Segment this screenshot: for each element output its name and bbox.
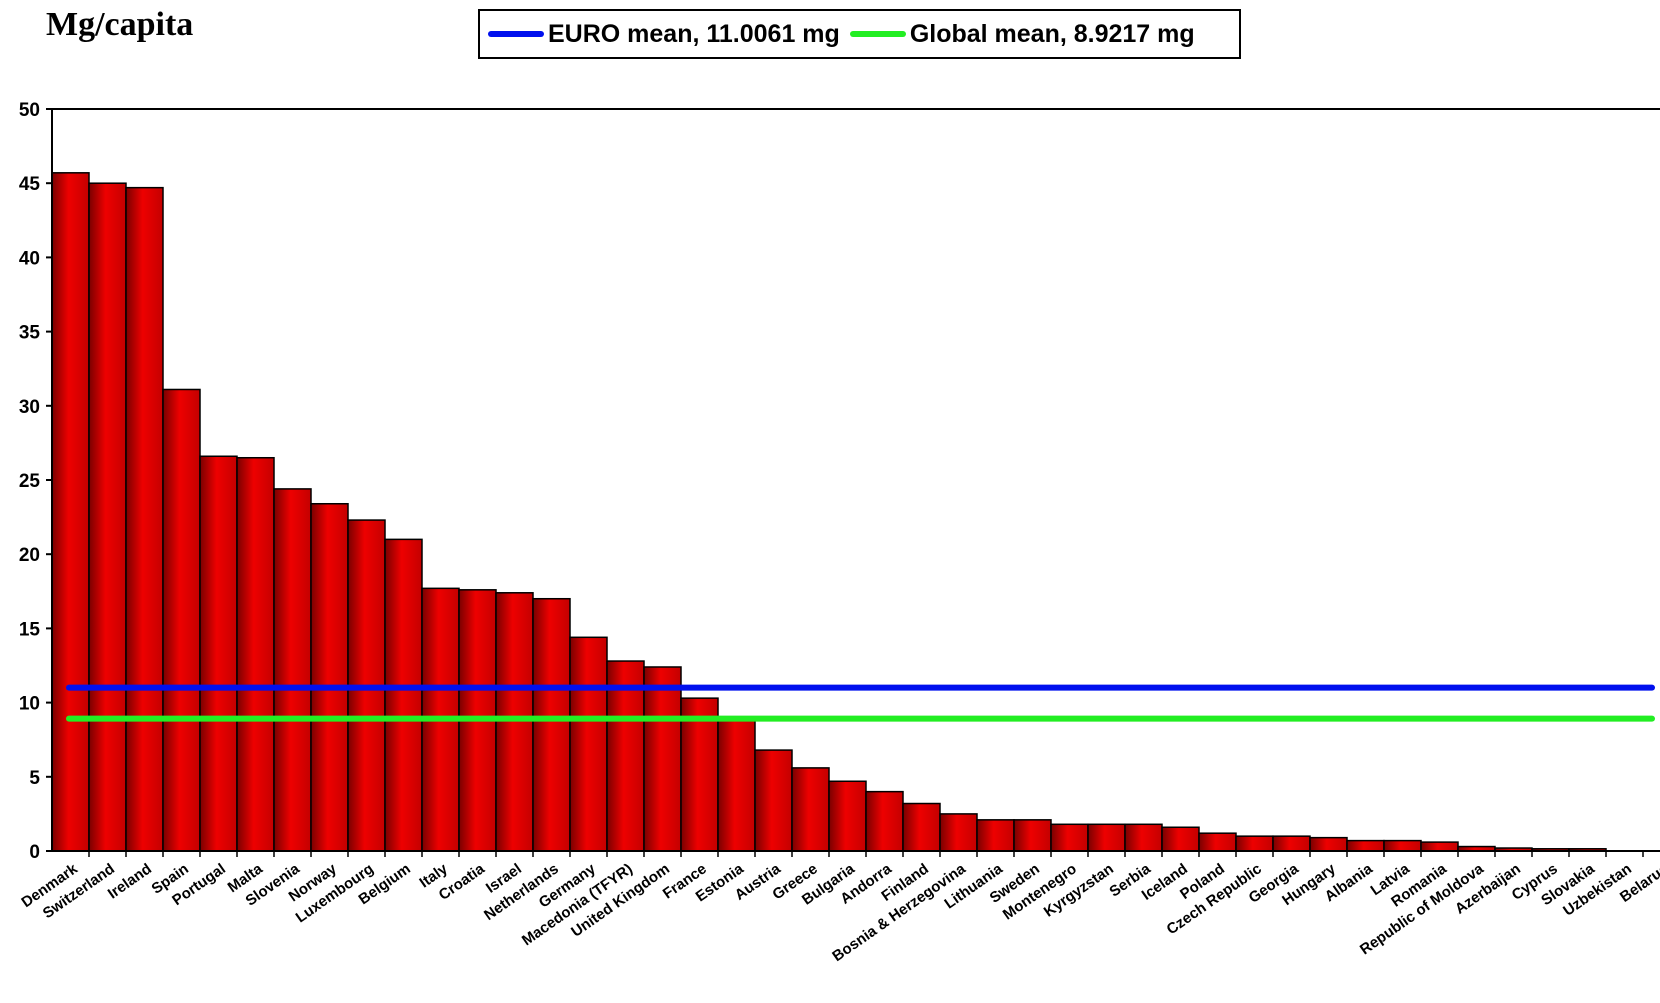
y-tick-label: 0 xyxy=(29,842,40,863)
bar-poland xyxy=(1198,832,1237,852)
bar-latvia xyxy=(1383,839,1422,852)
bar-serbia xyxy=(1124,823,1163,852)
legend-item-euro-mean: EURO mean, 11.0061 mg xyxy=(488,20,840,49)
bar-ireland xyxy=(125,186,164,852)
y-tick-label: 10 xyxy=(19,694,40,715)
bar-spain xyxy=(162,388,201,852)
bar-georgia xyxy=(1272,835,1311,852)
bar-austria xyxy=(754,749,793,852)
bar-slovenia xyxy=(273,488,312,852)
legend-swatch-euro-mean xyxy=(488,31,544,37)
y-tick-label: 25 xyxy=(19,471,41,492)
bar-montenegro xyxy=(1050,823,1089,852)
y-tick-label: 50 xyxy=(19,100,40,121)
bar-germany xyxy=(569,636,608,852)
bar-belgium xyxy=(384,538,423,852)
bar-bulgaria xyxy=(828,780,867,852)
bar-denmark xyxy=(51,172,90,852)
bar-hungary xyxy=(1309,836,1348,852)
chart-title: Mg/capita xyxy=(46,6,194,43)
legend-swatch-global-mean xyxy=(849,31,906,37)
bar-lithuania xyxy=(976,819,1015,852)
bar-iceland xyxy=(1161,826,1200,852)
bar-romania xyxy=(1420,841,1459,852)
legend: EURO mean, 11.0061 mg Global mean, 8.921… xyxy=(478,9,1241,59)
bar-czech-republic xyxy=(1235,835,1274,852)
bar-estonia xyxy=(717,719,756,852)
bar-united-kingdom xyxy=(643,666,682,852)
bar-malta xyxy=(236,456,275,852)
bar-finland xyxy=(902,802,941,852)
legend-item-global-mean: Global mean, 8.9217 mg xyxy=(849,19,1195,49)
bar-andorra xyxy=(865,790,904,852)
y-tick-label: 35 xyxy=(19,323,41,344)
y-tick-label: 30 xyxy=(19,397,40,418)
bar-greece xyxy=(791,767,830,852)
y-tick-label: 15 xyxy=(19,619,41,640)
bar-bosnia-herzegovina xyxy=(939,813,978,852)
bar-kyrgyzstan xyxy=(1087,823,1126,852)
y-tick-label: 45 xyxy=(19,174,41,195)
y-tick-label: 5 xyxy=(29,768,40,789)
y-tick-label: 20 xyxy=(19,545,40,566)
legend-label-euro-mean: EURO mean, 11.0061 mg xyxy=(548,19,840,48)
bar-switzerland xyxy=(88,182,127,852)
y-tick-label: 40 xyxy=(19,248,40,269)
bar-israel xyxy=(495,592,534,852)
bar-netherlands xyxy=(532,597,571,852)
bar-sweden xyxy=(1013,819,1052,852)
legend-label-global-mean: Global mean, 8.9217 mg xyxy=(909,19,1195,48)
bar-norway xyxy=(310,502,349,852)
bar-albania xyxy=(1346,839,1385,852)
bar-portugal xyxy=(199,455,238,852)
